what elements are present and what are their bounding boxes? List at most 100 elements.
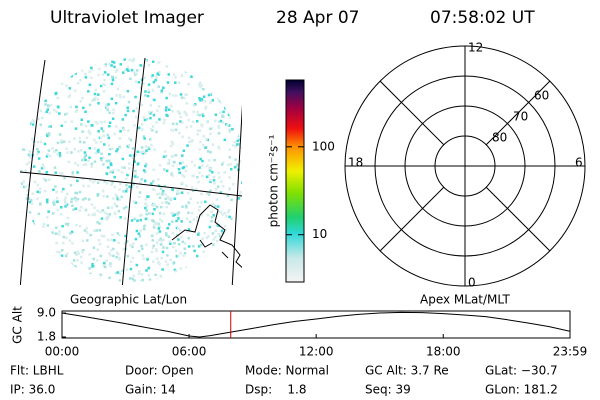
- dot: [131, 156, 135, 160]
- dot: [149, 104, 152, 107]
- dot: [113, 175, 116, 179]
- dot: [214, 84, 218, 87]
- dot: [58, 155, 62, 159]
- dot: [232, 63, 236, 67]
- dot: [101, 209, 105, 212]
- dot: [223, 138, 227, 142]
- polar-spoke: [485, 80, 551, 146]
- dot: [44, 244, 47, 248]
- dot: [60, 254, 64, 257]
- dot: [208, 269, 211, 272]
- dot: [73, 148, 77, 151]
- dot: [233, 140, 236, 144]
- dot: [117, 169, 120, 172]
- polar-spoke: [379, 186, 445, 252]
- dot: [132, 58, 136, 61]
- dot: [58, 133, 62, 136]
- dot: [147, 89, 150, 92]
- dot: [131, 245, 134, 249]
- dot: [90, 162, 94, 166]
- dot: [39, 62, 43, 66]
- dot: [28, 211, 32, 214]
- dot: [152, 113, 156, 117]
- dot: [111, 170, 115, 174]
- dot: [89, 233, 92, 237]
- dot: [115, 204, 119, 208]
- dot: [216, 90, 220, 94]
- dot: [36, 147, 39, 151]
- dot: [107, 103, 110, 106]
- dot: [157, 227, 161, 230]
- dot: [103, 179, 106, 183]
- dot: [62, 235, 66, 239]
- dot: [188, 220, 192, 224]
- dot: [218, 267, 222, 270]
- dot: [178, 131, 181, 135]
- dot: [64, 120, 67, 124]
- dot: [213, 158, 216, 162]
- dot: [164, 193, 167, 196]
- dot: [238, 104, 241, 107]
- meridian: [20, 59, 46, 285]
- dot: [174, 76, 177, 79]
- dot: [75, 253, 78, 257]
- dot: [196, 129, 200, 132]
- dot: [28, 200, 32, 204]
- dot: [96, 194, 99, 197]
- dot: [192, 104, 196, 107]
- dot: [68, 277, 72, 281]
- dot: [222, 97, 225, 101]
- dot: [79, 149, 83, 152]
- dot: [54, 200, 58, 204]
- dot: [22, 62, 25, 66]
- dot: [132, 242, 135, 245]
- dot: [154, 273, 157, 277]
- dot: [165, 96, 168, 100]
- dot: [109, 265, 112, 268]
- dot: [217, 232, 221, 236]
- dot: [107, 206, 110, 210]
- dot: [118, 93, 122, 97]
- dot: [27, 153, 31, 156]
- dot: [176, 226, 180, 230]
- dot: [234, 145, 237, 148]
- dot: [241, 161, 242, 165]
- dot: [31, 119, 34, 122]
- dot: [92, 257, 96, 261]
- dot: [98, 67, 101, 71]
- dot: [100, 217, 104, 220]
- dot: [227, 124, 231, 127]
- dot: [155, 130, 158, 134]
- dot: [71, 59, 74, 62]
- dot: [45, 65, 49, 69]
- dot: [87, 198, 91, 201]
- dot: [181, 135, 184, 139]
- dot: [192, 72, 195, 76]
- dot: [181, 121, 184, 124]
- dot: [128, 185, 131, 188]
- dot: [84, 72, 87, 76]
- dot: [111, 169, 115, 172]
- dot: [47, 73, 50, 77]
- dot: [125, 268, 129, 271]
- colorbar: [285, 79, 305, 283]
- dot: [65, 222, 68, 226]
- dot: [44, 82, 47, 86]
- dot: [61, 283, 64, 286]
- dot: [202, 135, 205, 138]
- dot: [140, 214, 144, 217]
- dot: [27, 261, 31, 265]
- dot: [59, 263, 62, 266]
- dot: [216, 97, 220, 100]
- dot: [115, 70, 118, 73]
- dot: [152, 260, 155, 263]
- dot: [151, 60, 155, 64]
- dot: [24, 266, 28, 269]
- dot: [129, 267, 133, 271]
- dot: [125, 68, 129, 71]
- dot: [116, 232, 120, 235]
- dot: [166, 195, 170, 199]
- dot: [84, 76, 88, 79]
- dot: [110, 238, 113, 242]
- dot: [84, 124, 88, 128]
